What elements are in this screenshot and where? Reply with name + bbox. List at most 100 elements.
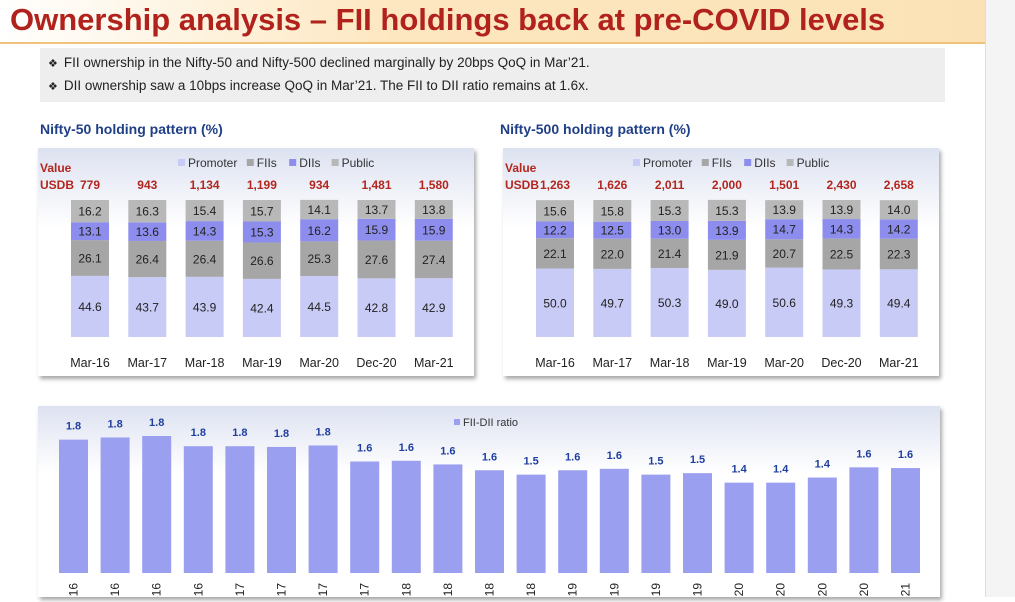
nifty500-x-tick-label: Mar-21 — [879, 356, 919, 370]
diamond-bullet-icon: ❖ — [48, 58, 58, 70]
nifty50-data-label-dii: 15.9 — [365, 223, 389, 237]
nifty50-chart: Promoter FIIs DIIs Public Value USDB 779 44.6 26… — [40, 156, 454, 370]
nifty50-bar-dii — [71, 222, 109, 241]
nifty50-bar-fii — [128, 240, 167, 278]
nifty500-bar-fii — [765, 239, 804, 268]
nifty50-data-label-fii: 27.4 — [422, 253, 446, 267]
nifty50-value-usdb: 1,580 — [419, 178, 449, 192]
ratio-x-tick-label: -17 — [316, 583, 330, 597]
ratio-bar — [724, 482, 754, 573]
nifty50-data-label-promoter: 44.5 — [308, 300, 332, 314]
nifty50-value-label: Value — [40, 161, 72, 175]
nifty50-x-tick-label: Mar-21 — [414, 356, 454, 370]
nifty500-data-label-dii: 14.7 — [773, 223, 797, 237]
nifty500-bar-fii — [822, 238, 861, 270]
nifty50-x-tick-label: Mar-18 — [185, 356, 225, 370]
nifty50-data-label-public: 13.8 — [422, 203, 446, 217]
nifty500-data-label-promoter: 49.7 — [601, 296, 625, 310]
ratio-legend-swatch — [454, 419, 460, 425]
ratio-bar — [183, 446, 213, 573]
nifty50-data-label-dii: 16.2 — [308, 224, 332, 238]
ratio-bar — [516, 474, 546, 573]
nifty50-bar-fii — [242, 242, 281, 279]
ratio-data-label: 1.8 — [149, 417, 164, 429]
nifty500-data-label-public: 15.8 — [601, 204, 625, 218]
ratio-x-tick-label: -17 — [358, 583, 372, 597]
bullet-text: FII ownership in the Nifty-50 and Nifty-… — [63, 55, 590, 70]
nifty50-bar-fii — [185, 240, 224, 277]
nifty50-value-unit-label: USDB — [40, 178, 74, 192]
nifty500-legend-label-public: Public — [797, 156, 830, 170]
nifty50-bar-fii — [71, 240, 109, 276]
nifty50-x-tick-label: Dec-20 — [356, 356, 396, 370]
bullet-item: ❖ DII ownership saw a 10bps increase QoQ … — [48, 78, 589, 93]
nifty500-data-label-fii: 21.4 — [658, 247, 682, 261]
ratio-bar — [100, 437, 130, 573]
ratio-bar — [766, 482, 796, 573]
nifty500-data-label-public: 15.6 — [543, 204, 567, 218]
nifty50-data-label-public: 15.7 — [250, 204, 274, 218]
nifty50-data-label-dii: 13.6 — [136, 225, 160, 239]
ratio-data-label: 1.8 — [232, 427, 247, 439]
nifty50-bar-promoter — [300, 276, 339, 337]
nifty500-data-label-promoter: 49.0 — [715, 297, 739, 311]
ratio-bar — [599, 468, 629, 573]
nifty500-x-tick-label: Mar-20 — [764, 356, 804, 370]
nifty50-bar-fii — [414, 240, 453, 279]
ratio-bar — [475, 470, 504, 573]
ratio-x-tick-label: -17 — [275, 583, 289, 597]
nifty50-value-usdb: 934 — [309, 178, 329, 192]
nifty50-data-label-promoter: 42.4 — [250, 301, 274, 315]
ratio-data-label: 1.4 — [731, 464, 747, 476]
nifty500-value-unit-label: USDB — [505, 178, 539, 192]
nifty500-value-usdb: 2,430 — [826, 178, 856, 192]
nifty500-bar-promoter — [879, 269, 918, 337]
nifty50-bar-public — [71, 200, 109, 223]
ratio-x-tick-label: -19 — [649, 583, 663, 597]
nifty500-data-label-promoter: 50.6 — [773, 296, 797, 310]
bullet-text: DII ownership saw a 10bps increase QoQ i… — [63, 78, 589, 93]
nifty500-x-tick-label: Mar-17 — [593, 356, 633, 370]
nifty500-bar-dii — [765, 219, 804, 240]
nifty50-data-label-fii: 27.6 — [365, 253, 389, 267]
nifty500-bar-fii — [536, 238, 574, 269]
nifty500-x-tick-label: Mar-19 — [707, 356, 747, 370]
nifty50-bar-dii — [357, 218, 396, 241]
nifty50-data-label-promoter: 44.6 — [78, 300, 102, 314]
nifty500-data-label-dii: 13.9 — [715, 224, 739, 238]
nifty500-data-label-public: 15.3 — [715, 204, 739, 218]
nifty50-value-usdb: 1,199 — [247, 178, 277, 192]
nifty50-bar-public — [185, 200, 224, 222]
ratio-x-tick-label: -20 — [815, 583, 829, 597]
nifty500-data-label-fii: 22.3 — [887, 248, 911, 262]
nifty500-bar-public — [765, 200, 804, 220]
ratio-x-tick-label: -19 — [607, 583, 621, 597]
nifty50-data-label-fii: 26.4 — [136, 253, 160, 267]
nifty50-legend-label-promoter: Promoter — [188, 156, 237, 170]
nifty500-data-label-promoter: 50.3 — [658, 296, 682, 310]
ratio-bar — [683, 473, 712, 573]
nifty500-bar-public — [822, 200, 861, 220]
nifty500-bar-public — [879, 200, 918, 220]
nifty50-x-tick-label: Mar-20 — [299, 356, 339, 370]
nifty50-legend-swatch-public — [331, 159, 339, 166]
ratio-x-tick-label: -20 — [732, 583, 746, 597]
nifty500-data-label-promoter: 49.4 — [887, 297, 911, 311]
nifty50-bar-public — [357, 200, 396, 219]
nifty500-bar-public — [650, 200, 689, 221]
nifty500-data-label-fii: 22.5 — [830, 248, 854, 262]
nifty50-bar-dii — [185, 221, 224, 241]
nifty500-bar-public — [536, 200, 574, 222]
nifty50-bar-public — [242, 200, 281, 222]
ratio-data-label: 1.6 — [399, 442, 414, 454]
nifty500-data-label-dii: 12.5 — [601, 224, 625, 238]
nifty500-bar-dii — [879, 219, 918, 239]
ratio-x-tick-label: -20 — [857, 583, 871, 597]
ratio-bar — [225, 446, 255, 573]
ratio-data-label: 1.6 — [898, 449, 913, 461]
nifty500-chart-title: Nifty-500 holding pattern (%) — [500, 121, 691, 137]
ratio-data-label: 1.4 — [773, 464, 789, 476]
ratio-data-label: 1.8 — [315, 426, 330, 438]
ratio-x-tick-label: -16 — [108, 583, 122, 597]
ratio-x-tick-label: -19 — [691, 583, 705, 597]
